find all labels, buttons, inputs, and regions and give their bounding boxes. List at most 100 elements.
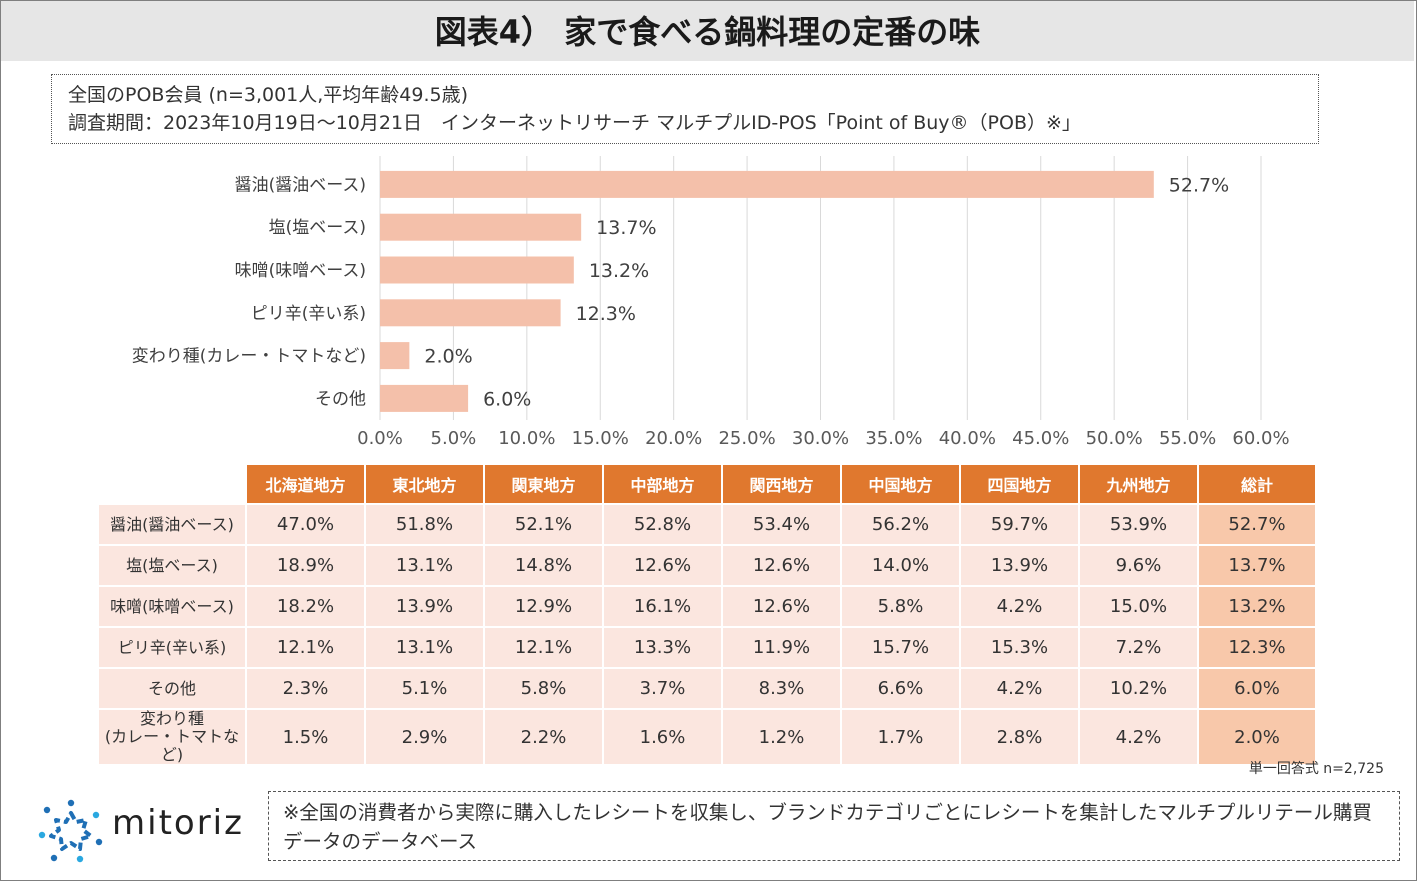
table-cell: 1.2% [721,708,842,766]
bar-chart-svg: 0.0% 5.0% 10.0% 15.0% 20.0% 25.0% 30.0% 35.0% 40… [132,156,1290,449]
footnote-box: ※全国の消費者から実際に購入したレシートを収集し、ブランドカテゴリごとにレシート… [268,791,1400,861]
table-total-cell: 6.0% [1197,667,1317,710]
table-cell: 2.9% [364,708,485,766]
bar [380,170,1154,198]
table-row-label: 変わり種 (カレー・トマトなど) [97,708,247,766]
table-cell: 5.8% [483,667,604,710]
table-cell: 13.9% [959,544,1080,587]
category-label: 塩(塩ベース) [269,218,366,238]
table-cell: 59.7% [959,503,1080,546]
data-label: 13.2% [589,260,649,282]
table-cell: 12.6% [721,544,842,587]
table-total-cell: 13.2% [1197,585,1317,628]
bar [380,342,410,370]
table-cell: 13.1% [364,626,485,669]
table-cell: 52.8% [602,503,723,546]
table-header-cell: 中部地方 [602,463,723,505]
table-cell: 2.3% [245,667,366,710]
x-tick-label: 50.0% [1086,428,1143,449]
table-cell: 12.9% [483,585,604,628]
page-title: 図表4） 家で食べる鍋料理の定番の味 [1,1,1414,61]
table-cell: 47.0% [245,503,366,546]
survey-info-line-2: 調査期間：2023年10月19日～10月21日 インターネットリサーチ マルチプ… [68,112,1081,134]
table-cell: 56.2% [840,503,961,546]
logo-text: mitoriz [112,803,244,843]
table-cell: 12.1% [245,626,366,669]
table-cell: 7.2% [1078,626,1199,669]
table-header-total-cell: 総計 [1197,463,1317,505]
table-cell: 6.6% [840,667,961,710]
table-cell: 2.8% [959,708,1080,766]
data-label: 52.7% [1169,174,1229,196]
table-cell: 16.1% [602,585,723,628]
table-header-cell: 九州地方 [1078,463,1199,505]
x-tick-label: 25.0% [718,428,775,449]
category-label: その他 [315,389,366,409]
table-corner-cell [97,463,247,505]
table-header-cell: 東北地方 [364,463,485,505]
table-header-cell: 北海道地方 [245,463,366,505]
table-header-row: 北海道地方 東北地方 関東地方 中部地方 関西地方 中国地方 四国地方 九州地方… [97,463,1317,505]
table-row: 塩(塩ベース) 18.9% 13.1% 14.8% 12.6% 12.6% 14.0% 13.… [97,544,1317,587]
x-tick-label: 5.0% [431,428,477,449]
category-label: 味噌(味噌ベース) [235,261,366,281]
data-label: 2.0% [424,346,472,368]
bar [380,256,574,284]
table-cell: 13.3% [602,626,723,669]
table-cell: 12.6% [721,585,842,628]
table-row-label: 醤油(醤油ベース) [97,503,247,546]
x-tick-label: 45.0% [1012,428,1069,449]
table-row-label-line: 変わり種 [139,709,204,728]
table-cell: 13.1% [364,544,485,587]
table-header-cell: 中国地方 [840,463,961,505]
table-cell: 13.9% [364,585,485,628]
survey-info-line-1: 全国のPOB会員 (n=3,001人,平均年齢49.5歳) [68,84,469,106]
survey-info-box: 全国のPOB会員 (n=3,001人,平均年齢49.5歳) 調査期間：2023年… [51,74,1319,144]
table-header-cell: 関東地方 [483,463,604,505]
table-cell: 53.9% [1078,503,1199,546]
table-row-label: ピリ辛(辛い系) [97,626,247,669]
table-cell: 18.9% [245,544,366,587]
table-cell: 4.2% [1078,708,1199,766]
mitoriz-logo-icon [38,799,103,863]
table-cell: 15.7% [840,626,961,669]
table-row: 変わり種 (カレー・トマトなど) 1.5% 2.9% 2.2% 1.6% 1.2% 1.7% 2… [97,708,1317,766]
mitoriz-logo: mitoriz [36,795,266,865]
data-label: 6.0% [483,388,531,410]
table-cell: 53.4% [721,503,842,546]
table-cell: 2.2% [483,708,604,766]
category-label: 醤油(醤油ベース) [235,175,366,195]
table-total-cell: 12.3% [1197,626,1317,669]
table-total-cell: 52.7% [1197,503,1317,546]
table-cell: 51.8% [364,503,485,546]
table-cell: 4.2% [959,585,1080,628]
table-cell: 15.3% [959,626,1080,669]
category-label: 変わり種(カレー・トマトなど) [132,347,366,367]
table-cell: 52.1% [483,503,604,546]
table-total-cell: 13.7% [1197,544,1317,587]
x-tick-label: 15.0% [572,428,629,449]
table-body: 醤油(醤油ベース) 47.0% 51.8% 52.1% 52.8% 53.4% 56.2% 5… [97,503,1317,766]
table-total-cell: 2.0% [1197,708,1317,766]
bar-chart: 0.0% 5.0% 10.0% 15.0% 20.0% 25.0% 30.0% 35.0% 40… [0,150,1417,455]
table-row-label: 塩(塩ベース) [97,544,247,587]
table-cell: 14.8% [483,544,604,587]
x-tick-label: 20.0% [645,428,702,449]
table-cell: 14.0% [840,544,961,587]
table-header-cell: 関西地方 [721,463,842,505]
table-row: ピリ辛(辛い系) 12.1% 13.1% 12.1% 13.3% 11.9% 15.7% 15… [97,626,1317,669]
table-cell: 8.3% [721,667,842,710]
x-tick-label: 0.0% [357,428,403,449]
table-cell: 18.2% [245,585,366,628]
table-cell: 12.1% [483,626,604,669]
table-cell: 10.2% [1078,667,1199,710]
table-cell: 9.6% [1078,544,1199,587]
x-tick-label: 10.0% [498,428,555,449]
region-breakdown-table: 北海道地方 東北地方 関東地方 中部地方 関西地方 中国地方 四国地方 九州地方… [97,463,1317,766]
table-header-cell: 四国地方 [959,463,1080,505]
bar [380,384,469,412]
table-row-label-line: (カレー・トマトなど) [104,727,240,764]
x-tick-label: 35.0% [865,428,922,449]
table-cell: 11.9% [721,626,842,669]
sample-size-note: 単一回答式 n=2,725 [1248,761,1384,777]
